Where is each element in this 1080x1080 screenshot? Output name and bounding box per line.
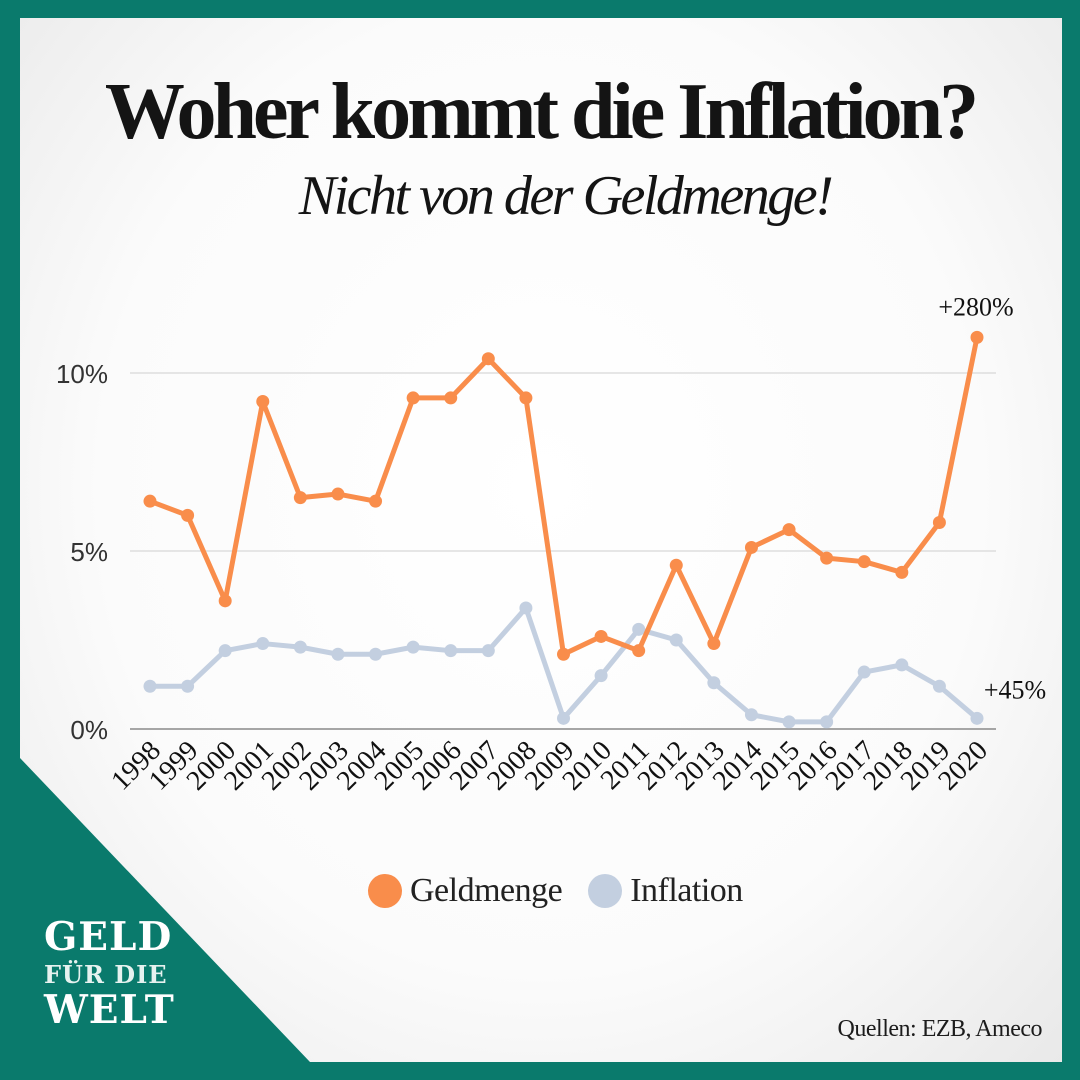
y-tick-label: 0%	[70, 715, 108, 745]
data-point-geldmenge	[932, 516, 946, 530]
y-tick-label: 10%	[56, 359, 108, 389]
data-point-inflation	[632, 622, 646, 636]
legend-item-geldmenge: Geldmenge	[368, 872, 563, 910]
data-point-geldmenge	[218, 594, 232, 608]
data-point-inflation	[744, 708, 758, 722]
data-point-inflation	[181, 679, 195, 693]
data-point-geldmenge	[970, 330, 984, 344]
legend-swatch-geldmenge	[368, 874, 402, 908]
data-point-inflation	[406, 640, 420, 654]
page-title: Woher kommt die Inflation?	[104, 68, 979, 156]
data-point-inflation	[932, 679, 946, 693]
legend: Geldmenge Inflation	[368, 868, 769, 914]
logo-line-3: WELT	[44, 987, 175, 1033]
data-point-geldmenge	[820, 551, 834, 565]
data-point-inflation	[970, 711, 984, 725]
data-point-inflation	[444, 644, 458, 658]
legend-item-inflation: Inflation	[588, 872, 743, 910]
data-point-geldmenge	[481, 352, 495, 366]
data-point-inflation	[331, 647, 345, 661]
y-tick-label: 5%	[70, 537, 108, 567]
data-point-geldmenge	[594, 629, 608, 643]
data-point-geldmenge	[857, 555, 871, 569]
legend-label-geldmenge: Geldmenge	[410, 872, 563, 909]
logo-line-2: FÜR DIE	[44, 960, 168, 989]
data-point-inflation	[707, 676, 721, 690]
series-line-inflation	[147, 605, 980, 725]
data-point-geldmenge	[707, 637, 721, 651]
brand-logo: GELD FÜR DIE WELT	[44, 918, 175, 1030]
data-point-geldmenge	[632, 644, 646, 658]
data-point-geldmenge	[744, 540, 758, 554]
data-point-inflation	[895, 658, 909, 672]
data-point-inflation	[557, 711, 570, 725]
data-point-inflation	[369, 647, 383, 661]
data-point-geldmenge	[256, 394, 270, 408]
data-point-inflation	[782, 715, 796, 729]
logo-line-1: GELD	[44, 914, 173, 960]
page-subtitle: Nicht von der Geldmenge!	[298, 165, 834, 227]
data-point-geldmenge	[406, 391, 420, 405]
data-point-inflation	[218, 644, 232, 658]
data-point-geldmenge	[369, 494, 383, 508]
source-note: Quellen: EZB, Ameco	[837, 1016, 1043, 1042]
legend-label-inflation: Inflation	[630, 872, 743, 909]
data-point-inflation	[669, 633, 683, 647]
annotation-inflation: +45%	[984, 675, 1046, 704]
data-point-inflation	[519, 601, 533, 615]
data-point-geldmenge	[331, 487, 345, 501]
data-point-inflation	[143, 679, 157, 693]
data-point-geldmenge	[557, 647, 570, 661]
chart-card	[20, 18, 1062, 1062]
data-point-inflation	[820, 715, 834, 729]
data-point-geldmenge	[293, 491, 307, 505]
data-point-geldmenge	[895, 565, 909, 579]
data-point-geldmenge	[143, 494, 157, 508]
data-point-geldmenge	[519, 391, 533, 405]
data-point-geldmenge	[669, 558, 683, 572]
data-point-geldmenge	[181, 508, 195, 522]
data-point-inflation	[481, 644, 495, 658]
data-point-geldmenge	[444, 391, 458, 405]
data-point-geldmenge	[782, 523, 796, 537]
data-point-inflation	[256, 637, 270, 651]
series-line-geldmenge	[147, 334, 980, 657]
legend-swatch-inflation	[588, 874, 623, 908]
data-point-inflation	[857, 665, 871, 679]
data-point-inflation	[594, 669, 608, 683]
annotation-geldmenge: +280%	[938, 292, 1013, 321]
data-point-inflation	[293, 640, 307, 654]
